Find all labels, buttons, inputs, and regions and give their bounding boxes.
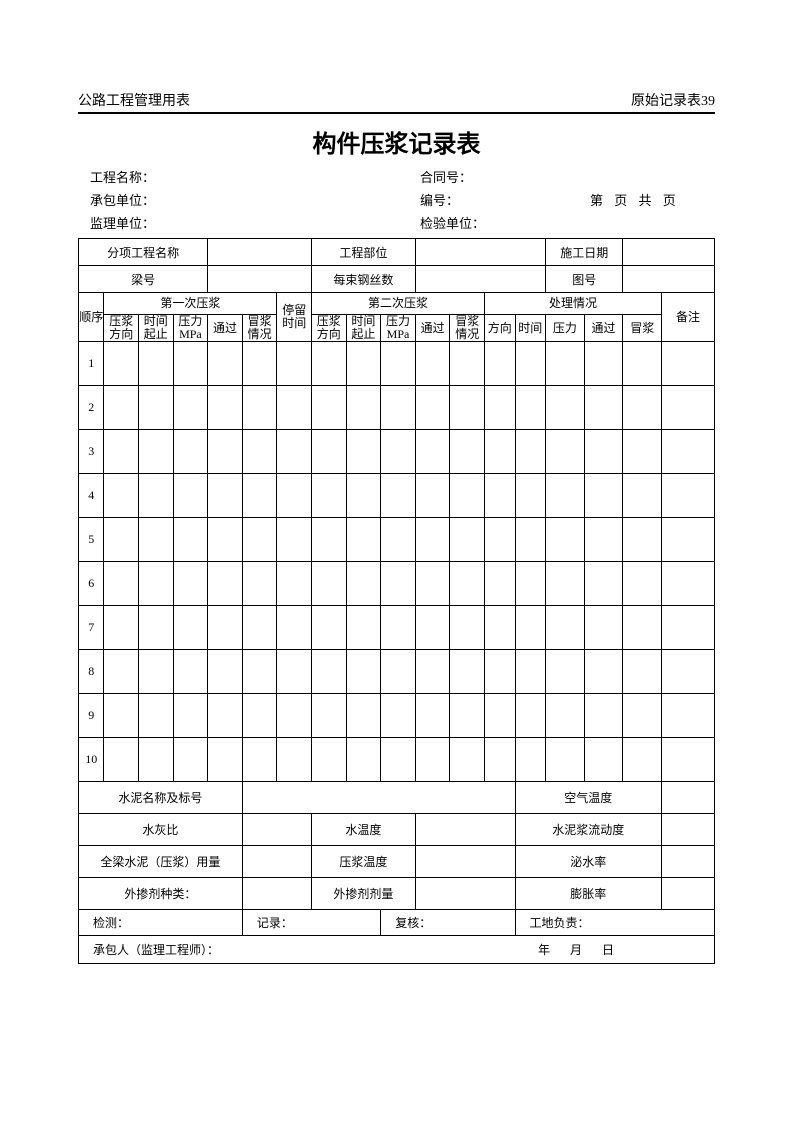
cell-blank — [662, 878, 715, 910]
th-position: 工程部位 — [312, 239, 416, 266]
th-admix-type: 外掺剂种类： — [79, 878, 243, 910]
th-htime: 时间 — [515, 315, 546, 342]
th-cement-name: 水泥名称及标号 — [79, 782, 243, 814]
th-flow: 水泥浆流动度 — [515, 814, 662, 846]
page-title: 构件压浆记录表 — [78, 124, 715, 159]
th-wires: 每束钢丝数 — [312, 266, 416, 293]
sig-site: 工地负责： — [515, 910, 714, 936]
project-name-label: 工程名称： — [90, 167, 420, 186]
sig-review: 复核： — [381, 910, 515, 936]
seq-cell: 3 — [79, 430, 104, 474]
th-admix-dose: 外掺剂剂量 — [312, 878, 416, 910]
seq-cell: 5 — [79, 518, 104, 562]
serial-no-label: 编号： — [420, 190, 590, 209]
seq-cell: 10 — [79, 738, 104, 782]
th-hoverflow: 冒浆 — [623, 315, 662, 342]
cell-blank — [662, 782, 715, 814]
cell-blank — [415, 266, 545, 293]
th-first-grout: 第一次压浆 — [104, 293, 277, 315]
th-air-temp: 空气温度 — [515, 782, 662, 814]
cell-blank — [208, 239, 312, 266]
th-drawing-no: 图号 — [546, 266, 623, 293]
year-label: 年 — [538, 943, 570, 957]
cell-blank — [242, 878, 311, 910]
date-row: 承包人（监理工程师）： 年月日 — [79, 936, 715, 964]
th-date: 施工日期 — [546, 239, 623, 266]
cell-blank — [242, 814, 311, 846]
day-label: 日 — [602, 943, 634, 957]
th-dir1: 压浆方向 — [104, 315, 139, 342]
seq-cell: 2 — [79, 386, 104, 430]
th-timestop2: 时间起止 — [346, 315, 381, 342]
seq-cell: 9 — [79, 694, 104, 738]
contractor-label: 承包单位： — [90, 190, 420, 209]
th-pass1: 通过 — [208, 315, 243, 342]
th-grout-temp: 压浆温度 — [312, 846, 416, 878]
th-beam-no: 梁号 — [79, 266, 208, 293]
th-dir2: 压浆方向 — [312, 315, 347, 342]
seq-cell: 1 — [79, 342, 104, 386]
supervisor-label: 监理单位： — [90, 213, 420, 232]
header-left: 公路工程管理用表 — [78, 90, 190, 110]
seq-cell: 7 — [79, 606, 104, 650]
cell-blank — [242, 846, 311, 878]
th-pressure2: 压力MPa — [381, 315, 416, 342]
seq-cell: 4 — [79, 474, 104, 518]
cell-blank — [208, 266, 312, 293]
th-overflow1: 冒浆情况 — [242, 315, 277, 342]
header-right: 原始记录表39 — [631, 90, 715, 110]
cell-blank — [623, 239, 715, 266]
sig-record: 记录： — [242, 910, 380, 936]
th-water-temp: 水温度 — [312, 814, 416, 846]
th-overflow2: 冒浆情况 — [450, 315, 485, 342]
th-hpass: 通过 — [584, 315, 623, 342]
grout-record-table: 分项工程名称 工程部位 施工日期 梁号 每束钢丝数 图号 顺序 第一次压浆 停留… — [78, 238, 715, 964]
th-remark: 备注 — [662, 293, 715, 342]
month-label: 月 — [570, 943, 602, 957]
inspection-unit-label: 检验单位： — [420, 213, 590, 232]
th-water-ratio: 水灰比 — [79, 814, 243, 846]
th-full-cement: 全梁水泥（压浆）用量 — [79, 846, 243, 878]
th-seq: 顺序 — [79, 293, 104, 342]
th-timestop1: 时间起止 — [139, 315, 174, 342]
th-hpressure: 压力 — [546, 315, 585, 342]
th-handle: 处理情况 — [485, 293, 662, 315]
th-second-grout: 第二次压浆 — [312, 293, 485, 315]
th-bleed: 泌水率 — [515, 846, 662, 878]
contractor-eng-label: 承包人（监理工程师）： — [93, 943, 219, 957]
seq-cell: 6 — [79, 562, 104, 606]
cell-blank — [242, 782, 515, 814]
page-count-label: 第 页 共 页 — [590, 190, 715, 209]
cell-blank — [415, 814, 515, 846]
th-hdir: 方向 — [485, 315, 516, 342]
th-pass2: 通过 — [415, 315, 450, 342]
th-expand: 膨胀率 — [515, 878, 662, 910]
th-sub-project: 分项工程名称 — [79, 239, 208, 266]
contract-no-label: 合同号： — [420, 167, 590, 186]
cell-blank — [415, 878, 515, 910]
th-pressure1: 压力MPa — [173, 315, 208, 342]
cell-blank — [415, 239, 545, 266]
sig-inspect: 检测： — [79, 910, 243, 936]
th-stay-time: 停留时间 — [277, 293, 312, 342]
cell-blank — [623, 266, 715, 293]
cell-blank — [662, 814, 715, 846]
cell-blank — [415, 846, 515, 878]
cell-blank — [662, 846, 715, 878]
seq-cell: 8 — [79, 650, 104, 694]
